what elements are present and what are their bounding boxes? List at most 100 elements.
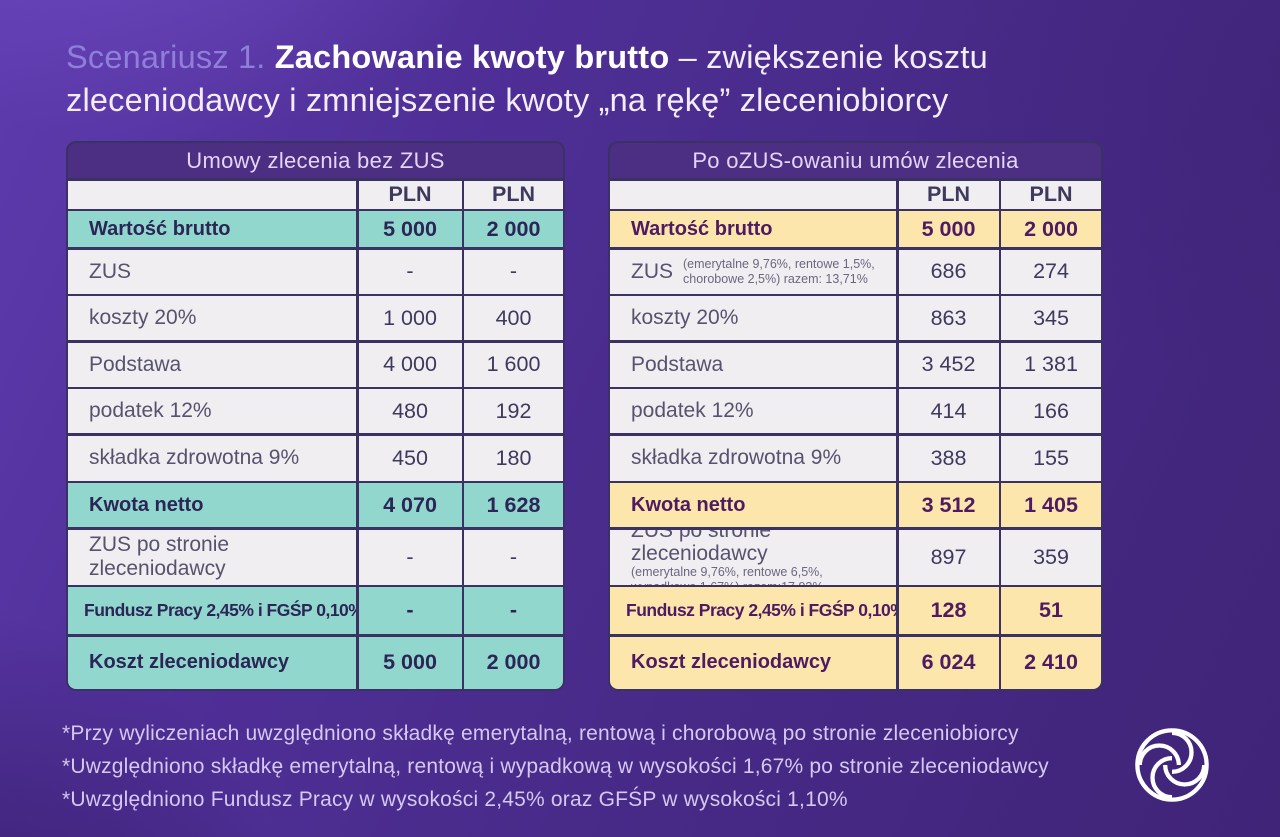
row-label-with-note: ZUS (emerytalne 9,76%, rentowe 1,5%, cho… [610, 249, 896, 294]
table-row: ZUS (emerytalne 9,76%, rentowe 1,5%, cho… [610, 249, 1101, 294]
row-value: 5 000 [898, 211, 999, 247]
row-value: - [358, 587, 462, 634]
table-row: Koszt zleceniodawcy 6 024 2 410 [610, 636, 1101, 689]
row-label: Wartość brutto [610, 211, 896, 247]
currency-header-row: PLN PLN [610, 180, 1101, 209]
table-row: Kwota netto 3 512 1 405 [610, 483, 1101, 527]
table-header-right: Po oZUS-owaniu umów zlecenia [610, 143, 1101, 178]
row-value: 480 [358, 389, 462, 433]
table-row: ZUS po stronie zleceniodawcy (emerytalne… [610, 529, 1101, 585]
row-value: 3 512 [898, 483, 999, 527]
row-label: Fundusz Pracy 2,45% i FGŚP 0,10% [68, 587, 356, 634]
row-value: 1 628 [464, 483, 563, 527]
currency-header: PLN [358, 180, 462, 209]
title-line1-rest: – zwiększenie kosztu [669, 39, 988, 75]
table-row: Wartość brutto 5 000 2 000 [610, 211, 1101, 247]
row-label: podatek 12% [610, 389, 896, 433]
row-value: 180 [464, 435, 563, 481]
row-label: Podstawa [610, 342, 896, 387]
row-value: 6 024 [898, 636, 999, 689]
table-row: Fundusz Pracy 2,45% i FGŚP 0,10% - - [68, 587, 563, 634]
row-value: 1 405 [1001, 483, 1101, 527]
row-value: 5 000 [358, 636, 462, 689]
row-value: - [464, 587, 563, 634]
brand-logo-icon [1131, 726, 1213, 804]
row-label: koszty 20% [610, 296, 896, 340]
row-value: 400 [464, 296, 563, 340]
row-label: Koszt zleceniodawcy [610, 636, 896, 689]
row-label: podatek 12% [68, 389, 356, 433]
row-value: 2 000 [464, 211, 563, 247]
currency-header-row: PLN PLN [68, 180, 563, 209]
row-value: 128 [898, 587, 999, 634]
note-line: wypadkowe 1,67%) razem:17,93% [631, 580, 823, 585]
row-value: - [358, 529, 462, 585]
row-value: 2 000 [1001, 211, 1101, 247]
table-row: Podstawa 4 000 1 600 [68, 342, 563, 387]
row-value: 897 [898, 529, 999, 585]
table-row: ZUS po stronie zleceniodawcy - - [68, 529, 563, 585]
row-label-with-note: ZUS po stronie zleceniodawcy (emerytalne… [610, 529, 896, 585]
row-value: 686 [898, 249, 999, 294]
row-value: 274 [1001, 249, 1101, 294]
row-label: Kwota netto [610, 483, 896, 527]
table-row: podatek 12% 414 166 [610, 389, 1101, 433]
currency-header: PLN [1001, 180, 1101, 209]
table-row: Podstawa 3 452 1 381 [610, 342, 1101, 387]
note-line: (emerytalne 9,76%, rentowe 1,5%, [683, 256, 875, 271]
table-row: Kwota netto 4 070 1 628 [68, 483, 563, 527]
row-value: 1 381 [1001, 342, 1101, 387]
table-row: Koszt zleceniodawcy 5 000 2 000 [68, 636, 563, 689]
table-row: podatek 12% 480 192 [68, 389, 563, 433]
title-line-2: zleceniodawcy i zmniejszenie kwoty „na r… [66, 81, 949, 118]
table-row: ZUS - - [68, 249, 563, 294]
footnote-line: *Uwzględniono Fundusz Pracy w wysokości … [62, 788, 848, 811]
empty-cell [68, 180, 356, 209]
row-value: 192 [464, 389, 563, 433]
currency-header: PLN [464, 180, 563, 209]
row-label: Wartość brutto [68, 211, 356, 247]
row-label: Koszt zleceniodawcy [68, 636, 356, 689]
zus-rate-note: (emerytalne 9,76%, rentowe 1,5%, chorobo… [683, 257, 875, 287]
table-po-ozusowaniu: Po oZUS-owaniu umów zlecenia PLN PLN War… [608, 141, 1103, 691]
row-value: 4 070 [358, 483, 462, 527]
row-value: 2 000 [464, 636, 563, 689]
row-label: składka zdrowotna 9% [68, 435, 356, 481]
row-label: ZUS [68, 249, 356, 294]
row-value: 450 [358, 435, 462, 481]
footnote-line: *Przy wyliczeniach uwzględniono składkę … [62, 722, 1019, 745]
row-label: Fundusz Pracy 2,45% i FGŚP 0,10% [610, 587, 896, 634]
table-header-left: Umowy zlecenia bez ZUS [68, 143, 563, 178]
row-label: ZUS po stronie zleceniodawcy [631, 529, 772, 566]
row-value: 5 000 [358, 211, 462, 247]
table-row: składka zdrowotna 9% 388 155 [610, 435, 1101, 481]
footnote-line: *Uwzględniono składkę emerytalną, rentow… [62, 755, 1049, 778]
tables-container: Umowy zlecenia bez ZUS PLN PLN Wartość b… [66, 141, 1103, 691]
row-value: 1 600 [464, 342, 563, 387]
note-line: (emerytalne 9,76%, rentowe 6,5%, [631, 565, 823, 579]
note-line: chorobowe 2,5%) razem: 13,71% [683, 271, 868, 286]
row-value: 2 410 [1001, 636, 1101, 689]
row-value: 345 [1001, 296, 1101, 340]
row-label: Kwota netto [68, 483, 356, 527]
row-value: 359 [1001, 529, 1101, 585]
row-label: koszty 20% [68, 296, 356, 340]
currency-header: PLN [898, 180, 999, 209]
table-row: koszty 20% 1 000 400 [68, 296, 563, 340]
row-value: 155 [1001, 435, 1101, 481]
footnotes: *Przy wyliczeniach uwzględniono składkę … [62, 717, 1049, 816]
table-umowy-bez-zus: Umowy zlecenia bez ZUS PLN PLN Wartość b… [66, 141, 565, 691]
page-title: Scenariusz 1. Zachowanie kwoty brutto – … [66, 36, 1106, 121]
title-emphasis: Zachowanie kwoty brutto [274, 39, 670, 75]
title-line-1: Scenariusz 1. Zachowanie kwoty brutto – … [66, 36, 1106, 79]
table-row: koszty 20% 863 345 [610, 296, 1101, 340]
row-value: 166 [1001, 389, 1101, 433]
table-row: Wartość brutto 5 000 2 000 [68, 211, 563, 247]
row-label: Podstawa [68, 342, 356, 387]
row-value: 4 000 [358, 342, 462, 387]
row-value: 1 000 [358, 296, 462, 340]
row-value: 414 [898, 389, 999, 433]
row-value: 388 [898, 435, 999, 481]
row-value: 3 452 [898, 342, 999, 387]
row-value: 863 [898, 296, 999, 340]
